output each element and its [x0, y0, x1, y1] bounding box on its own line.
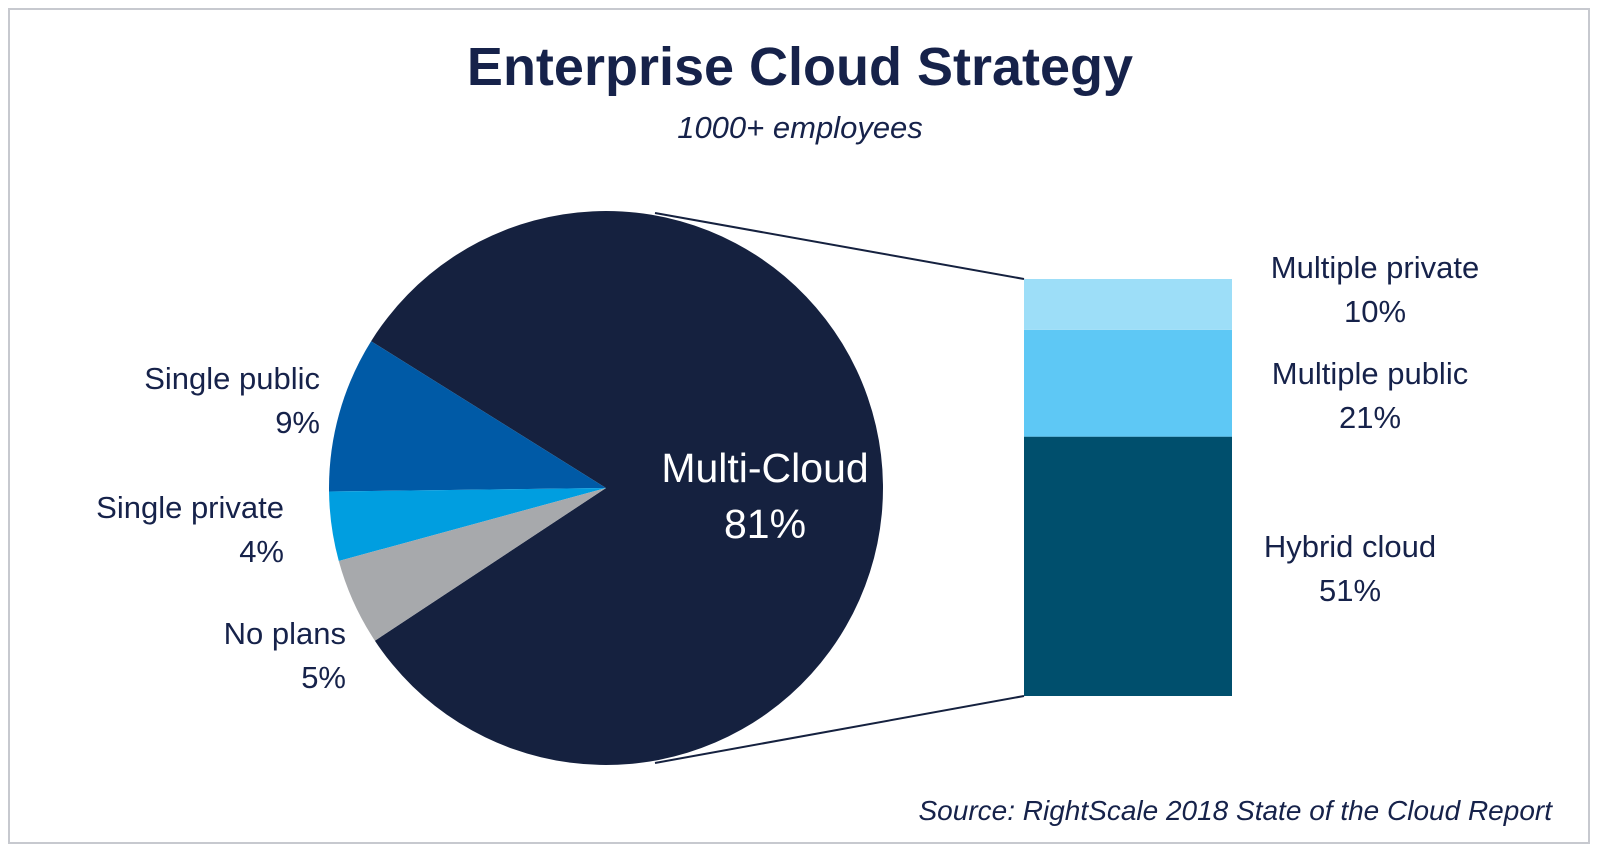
- breakdown-connectors: [654, 212, 1025, 764]
- chart-frame: [8, 8, 1590, 844]
- slice-label-multi-cloud-value: 81%: [723, 501, 807, 547]
- segment-label-hybrid-cloud-value: 51%: [1318, 573, 1382, 608]
- pie-slice-no-plans: [338, 488, 606, 641]
- pie-slice-single-private: [329, 488, 606, 561]
- slice-label-single-private-value: 4%: [239, 534, 284, 569]
- bar-segment-hybrid-cloud: [1024, 436, 1232, 696]
- segment-label-hybrid-cloud: Hybrid cloud 51%: [1245, 525, 1455, 613]
- connector-bottom: [654, 695, 1025, 764]
- slice-label-single-public: Single public 9%: [144, 357, 320, 445]
- bar-segment-multiple-private: [1024, 279, 1232, 330]
- segment-label-multiple-public-value: 21%: [1338, 400, 1402, 435]
- pie-chart: [329, 211, 883, 766]
- stacked-bar: [1024, 279, 1232, 696]
- chart-title: Enterprise Cloud Strategy: [466, 37, 1134, 97]
- slice-label-no-plans: No plans 5%: [224, 612, 346, 700]
- slice-label-multi-cloud: Multi-Cloud 81%: [600, 440, 930, 552]
- connector-top: [654, 212, 1025, 280]
- slice-label-single-private: Single private 4%: [96, 486, 284, 574]
- slice-label-no-plans-value: 5%: [301, 660, 346, 695]
- segment-label-multiple-public: Multiple public 21%: [1250, 352, 1490, 440]
- segment-label-hybrid-cloud-name: Hybrid cloud: [1263, 529, 1437, 564]
- pie-slice-multi-cloud: [371, 211, 883, 766]
- pie-slice-single-public: [329, 341, 606, 492]
- chart-subtitle: 1000+ employees: [677, 110, 923, 145]
- slice-label-no-plans-name: No plans: [223, 616, 346, 651]
- segment-label-multiple-public-name: Multiple public: [1271, 356, 1469, 391]
- segment-label-multiple-private-name: Multiple private: [1270, 250, 1480, 285]
- slice-label-single-public-value: 9%: [275, 405, 320, 440]
- segment-label-multiple-private-value: 10%: [1343, 294, 1407, 329]
- source-note: Source: RightScale 2018 State of the Clo…: [918, 795, 1553, 826]
- slice-label-single-public-name: Single public: [144, 361, 320, 396]
- bar-segment-multiple-public: [1024, 329, 1232, 437]
- slice-label-multi-cloud-name: Multi-Cloud: [661, 445, 869, 491]
- slice-label-single-private-name: Single private: [96, 490, 284, 525]
- segment-label-multiple-private: Multiple private 10%: [1250, 246, 1500, 334]
